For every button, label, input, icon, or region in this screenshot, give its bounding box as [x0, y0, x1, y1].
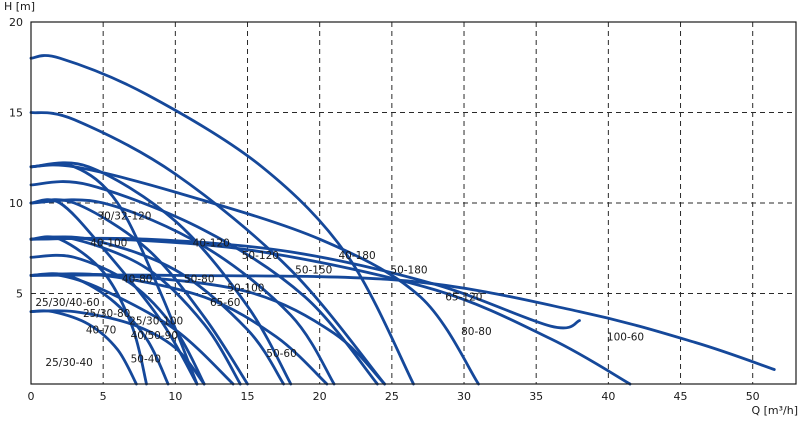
y-tick-label: 15	[9, 107, 23, 120]
curve-50-180	[29, 163, 480, 386]
curve-50-100	[29, 198, 336, 386]
curve-label: 80-80	[461, 326, 492, 338]
x-tick-label: 20	[313, 390, 327, 403]
curve-label: 40-180	[338, 250, 375, 262]
curve-label: 50-80	[184, 274, 215, 286]
curve-label: 40-100	[90, 237, 127, 249]
x-tick-label: 35	[529, 390, 543, 403]
curve-label: 50-180	[390, 265, 427, 277]
curve-label: 40-80	[122, 274, 153, 286]
curve-label: 40-70	[86, 324, 117, 336]
curve-label: 50-150	[295, 265, 332, 277]
curve-label: 25/30-80	[83, 308, 130, 320]
x-axis-title: Q [m³/h]	[751, 404, 798, 417]
x-tick-label: 10	[168, 390, 182, 403]
curve-label: 25/30-100	[129, 315, 183, 327]
y-tick-label: 20	[9, 16, 23, 29]
curve-label: 25/30-40	[45, 357, 92, 369]
curve-layer	[29, 54, 776, 386]
curve-label: 50-60	[266, 348, 297, 360]
y-tick-label: 5	[16, 288, 23, 301]
curve-100-60	[29, 273, 776, 371]
curve-label-layer: 30/32-120 40-100 40-120 50-120 40-180 50-150 5…	[35, 210, 644, 369]
x-tick-label: 30	[457, 390, 471, 403]
y-tick-label: 10	[9, 197, 23, 210]
curve-40-120	[29, 161, 293, 386]
x-tick-label: 45	[674, 390, 688, 403]
x-tick-label: 25	[385, 390, 399, 403]
curve-label: 65-120	[445, 292, 482, 304]
plot-frame	[30, 21, 797, 385]
curve-40-180	[29, 54, 415, 386]
curve-50-150	[29, 111, 386, 386]
x-tick-label: 5	[100, 390, 107, 403]
curve-65-120	[29, 236, 632, 386]
axis-layer: 0 5 10 15 20 25 30 35 40 45 50 5 10 15 20	[9, 16, 797, 403]
x-tick-label: 15	[241, 390, 255, 403]
curve-label: 25/30/40-60	[35, 297, 99, 309]
curve-label: 50-120	[242, 250, 279, 262]
x-tick-label: 0	[28, 390, 35, 403]
curve-label: 100-60	[607, 332, 644, 344]
curve-label: 65-60	[210, 297, 241, 309]
curve-label: 30/32-120	[97, 210, 151, 222]
curve-label: 40/50-90	[131, 330, 178, 342]
y-axis-title: H [m]	[4, 0, 35, 13]
x-tick-label: 50	[746, 390, 760, 403]
curve-label: 50-40	[131, 353, 162, 365]
curve-label: 50-100	[227, 283, 264, 295]
x-tick-label: 40	[601, 390, 615, 403]
curve-50-120	[29, 180, 379, 386]
curve-label: 40-120	[193, 237, 230, 249]
